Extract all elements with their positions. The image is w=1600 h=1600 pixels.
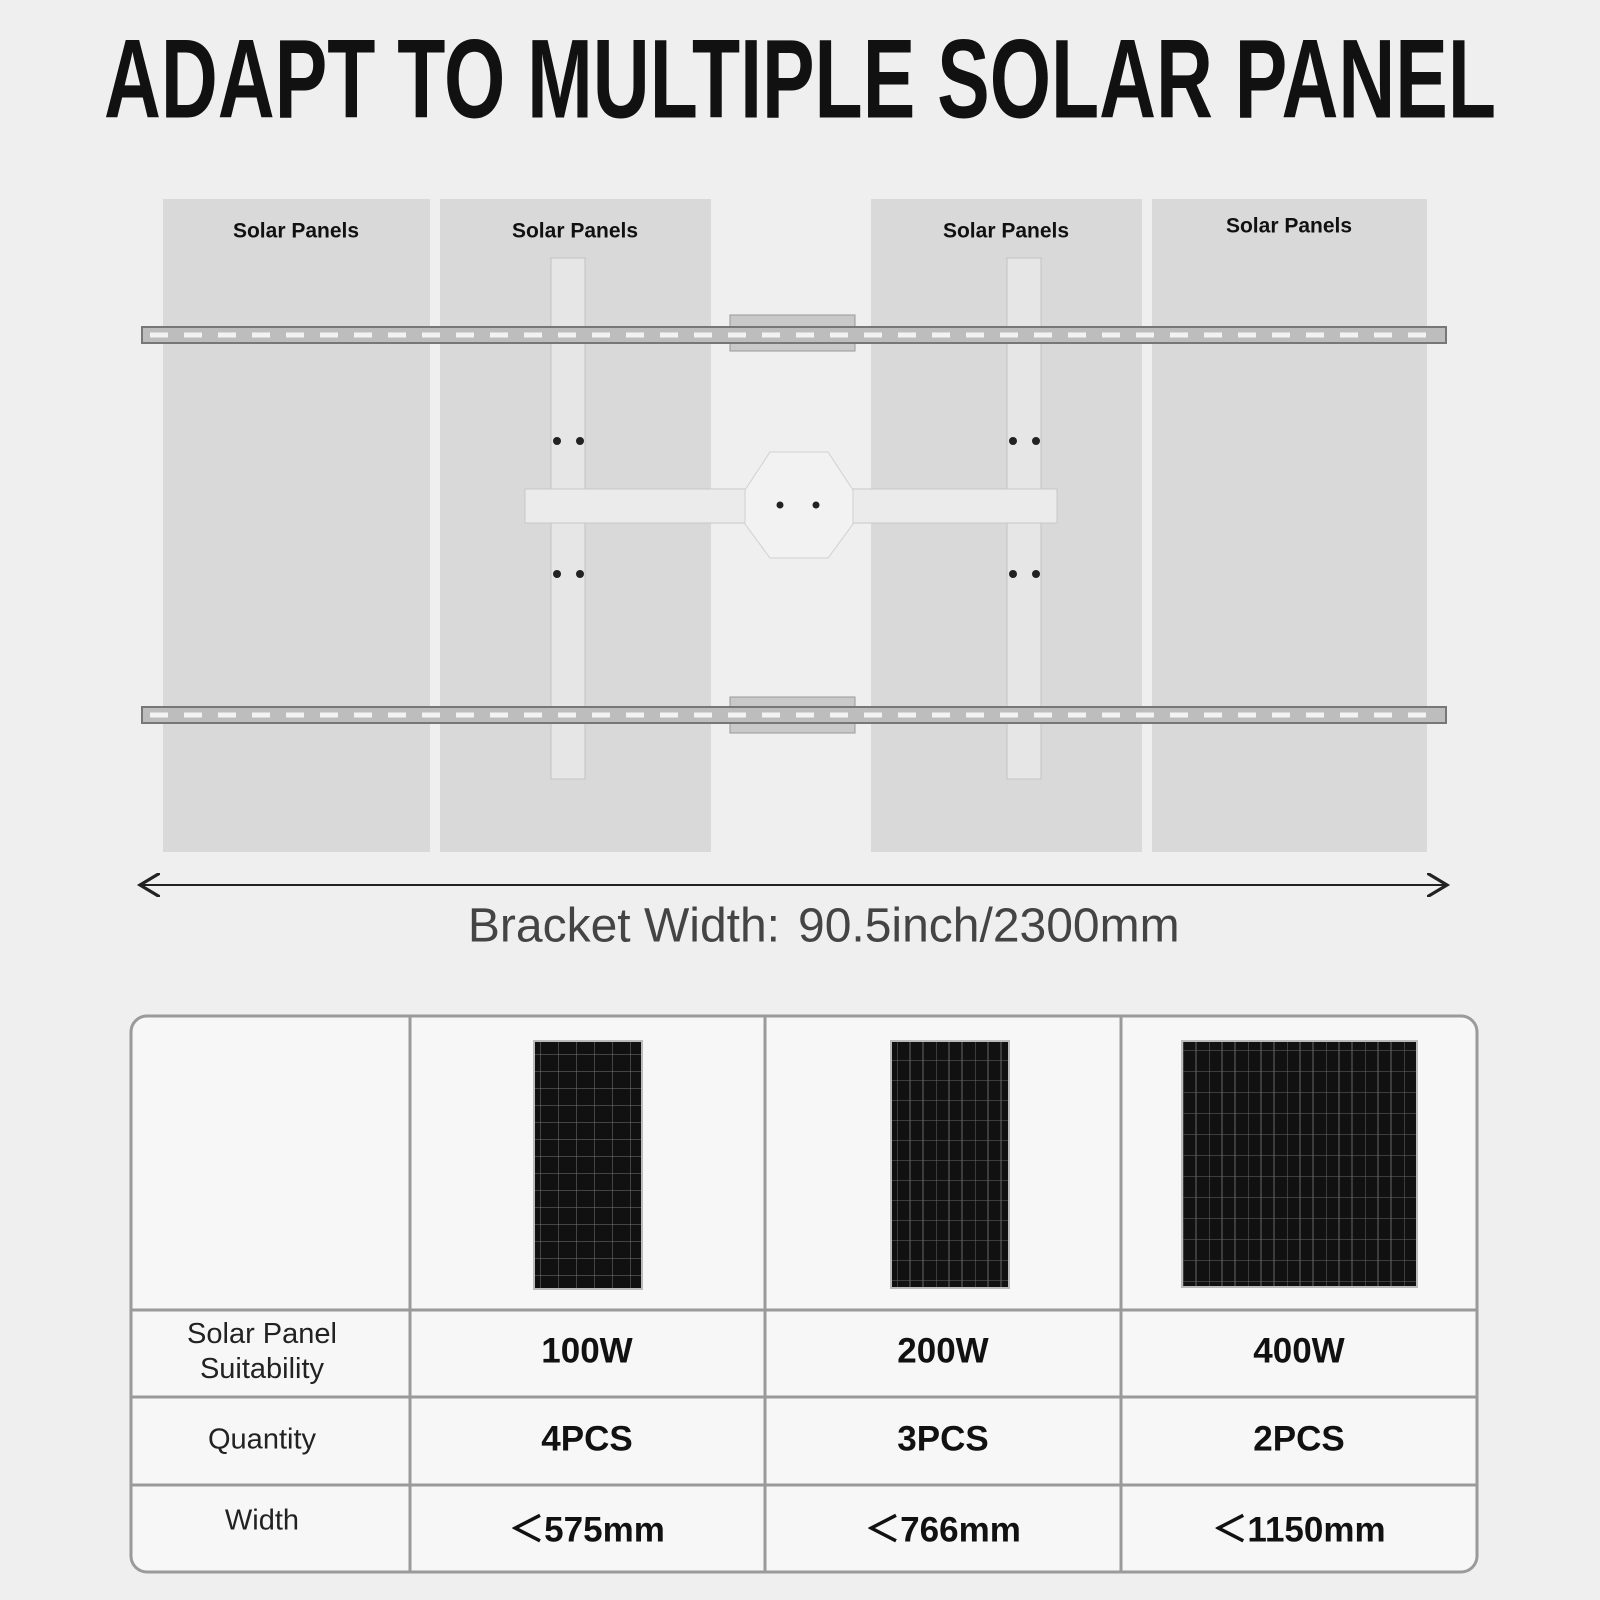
panel-image <box>533 1040 643 1290</box>
center-plate <box>744 451 854 559</box>
cell-value: 2PCS <box>1253 1419 1344 1458</box>
cell-value: 100W <box>541 1331 632 1370</box>
bolts <box>553 437 1040 578</box>
panel-image <box>1181 1040 1418 1288</box>
panel-image <box>890 1040 1010 1289</box>
panel-label: Solar Panels <box>233 220 359 243</box>
row-header: Suitability <box>200 1353 325 1385</box>
table-lines <box>131 1016 1477 1572</box>
panel <box>163 199 430 852</box>
title: ADAPT TO MULTIPLE SOLAR PANEL <box>104 17 1496 142</box>
row-header: Solar Panel <box>187 1318 337 1350</box>
panel <box>1152 199 1427 852</box>
cell-value: ＜766mm <box>865 1510 1021 1549</box>
bracket-diagram: Bracket Width: 90.5inch/2300mm Solar Pan… <box>140 199 1447 953</box>
cell-value: 400W <box>1253 1331 1344 1370</box>
rail-bottom <box>141 696 1447 734</box>
cell-value: ＜575mm <box>509 1510 665 1549</box>
panel-label: Solar Panels <box>512 220 638 243</box>
cell-value: 4PCS <box>541 1419 632 1458</box>
row-header: Width <box>225 1505 299 1537</box>
rail-top <box>141 314 1447 352</box>
panel-label: Solar Panels <box>1226 215 1352 238</box>
cell-value: 200W <box>897 1331 988 1370</box>
bracket-width-label: Bracket Width: <box>468 900 780 953</box>
bracket-width-value: 90.5inch/2300mm <box>798 900 1180 953</box>
table-frame <box>129 1014 1479 1574</box>
cell-value: 3PCS <box>897 1419 988 1458</box>
cell-value: ＜1150mm <box>1212 1510 1385 1549</box>
row-header: Quantity <box>208 1424 316 1456</box>
panel-label: Solar Panels <box>943 220 1069 243</box>
